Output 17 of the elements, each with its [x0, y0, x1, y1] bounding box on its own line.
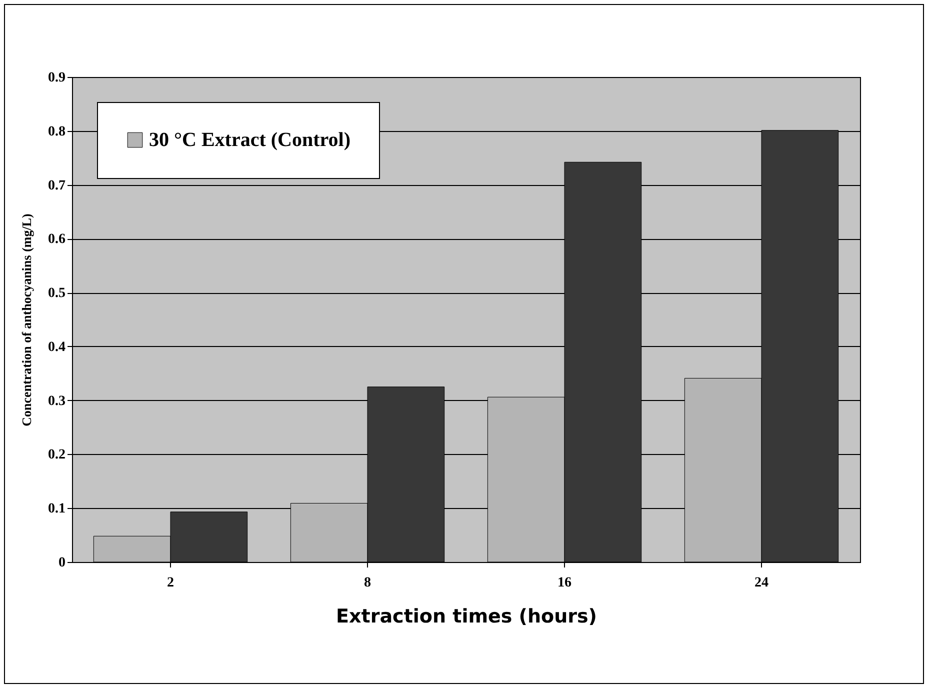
y-tick-label: 0.4 [48, 340, 66, 355]
y-tick-label: 0.3 [48, 394, 66, 409]
y-tick-label: 0.7 [48, 178, 66, 194]
legend-label: 30 °C Extract (Control) [149, 129, 350, 151]
y-axis-title: Concentration of anthocyanins (mg/L) [19, 214, 34, 426]
x-tick-label: 2 [167, 576, 174, 590]
y-tick-label: 0.2 [48, 448, 66, 463]
x-axis-title: Extraction times (hours) [336, 606, 597, 628]
x-tick-label: 16 [558, 576, 572, 590]
y-tick-label: 0.5 [48, 286, 66, 302]
y-tick-label: 0.9 [48, 70, 66, 86]
y-tick-label: 0.6 [48, 232, 66, 248]
y-tick-label: 0 [58, 556, 66, 570]
y-tick-label: 0.1 [48, 502, 66, 517]
y-tick-label: 0.8 [48, 124, 66, 140]
x-tick-label: 24 [754, 576, 768, 590]
x-tick-label: 8 [364, 576, 371, 590]
